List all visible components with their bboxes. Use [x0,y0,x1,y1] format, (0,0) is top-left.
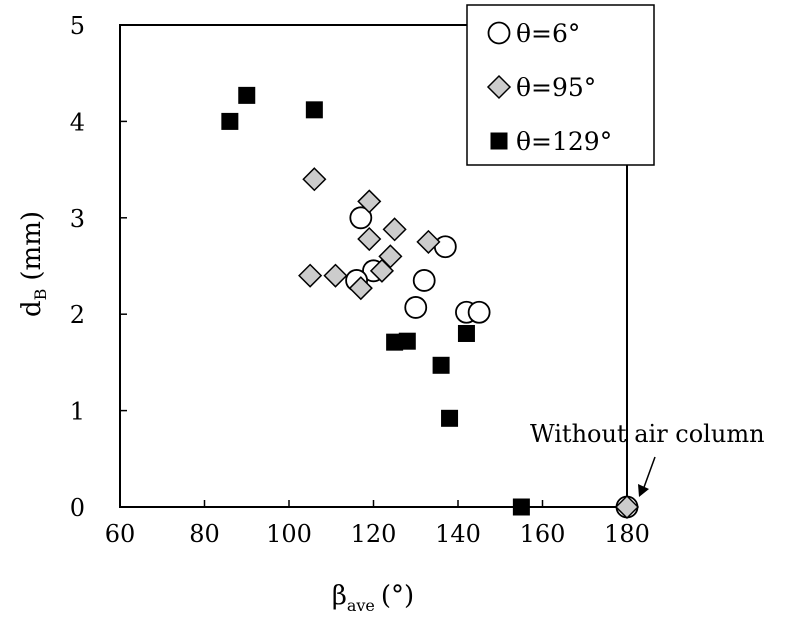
x-tick-label: 60 [105,520,136,548]
legend-label: θ=129° [516,127,612,156]
legend-marker-square [490,132,508,150]
x-tick-label: 160 [520,520,566,548]
x-axis-label-main: β [332,581,347,611]
x-tick-label: 180 [604,520,650,548]
x-tick-label: 140 [435,520,481,548]
y-ticks: 0 1 2 3 4 5 [70,12,127,522]
x-axis-label: βave (°) [332,581,414,615]
diamond-point [302,167,327,192]
diamond-point [369,258,395,283]
y-axis-label: dB (mm) [17,211,50,317]
y-tick-label: 1 [70,398,85,426]
legend-label: θ=6° [516,19,580,48]
diamond-point [357,226,382,252]
square-point [441,409,459,427]
legend-marker-diamond [486,74,512,100]
x-axis-label-unit: (°) [381,581,414,611]
diamond-point [323,263,348,288]
legend-marker-circle [487,21,511,45]
square-point [457,324,475,342]
square-point [512,498,530,516]
y-tick-label: 5 [70,12,85,40]
x-ticks: 60 80 100 120 140 160 180 [105,500,650,548]
y-axis-label-main: d [17,300,47,317]
circle-point [467,300,491,324]
x-tick-label: 100 [266,520,312,548]
diamond-point [357,189,382,214]
x-tick-label: 80 [189,520,220,548]
diamond-point [348,276,373,301]
diamond-point [382,217,407,242]
square-point [305,101,323,119]
diamond-point [416,229,441,254]
y-tick-label: 2 [70,301,85,329]
square-point [221,112,239,130]
square-point [238,86,256,104]
square-point [398,332,416,350]
legend-label: θ=95° [516,73,596,102]
diamond-point [614,494,640,520]
circle-point [433,235,457,259]
y-axis-label-unit: (mm) [17,211,47,281]
annotation: Without air column [530,420,765,497]
circle-point [412,269,436,292]
y-tick-label: 0 [70,494,85,522]
y-tick-label: 3 [70,205,85,233]
y-axis-label-sub: B [31,289,50,301]
annotation-arrow [642,456,656,491]
circle-point [404,296,428,319]
y-tick-label: 4 [70,108,85,136]
annotation-text: Without air column [530,420,765,448]
annotation-arrowhead [638,484,649,497]
legend: θ=6° θ=95° θ=129° [466,4,655,166]
x-tick-label: 120 [351,520,397,548]
x-axis-label-sub: ave [347,596,375,615]
diamond-point [298,263,323,288]
square-point [432,356,450,374]
circle-point [349,206,373,230]
data-points [221,86,640,520]
